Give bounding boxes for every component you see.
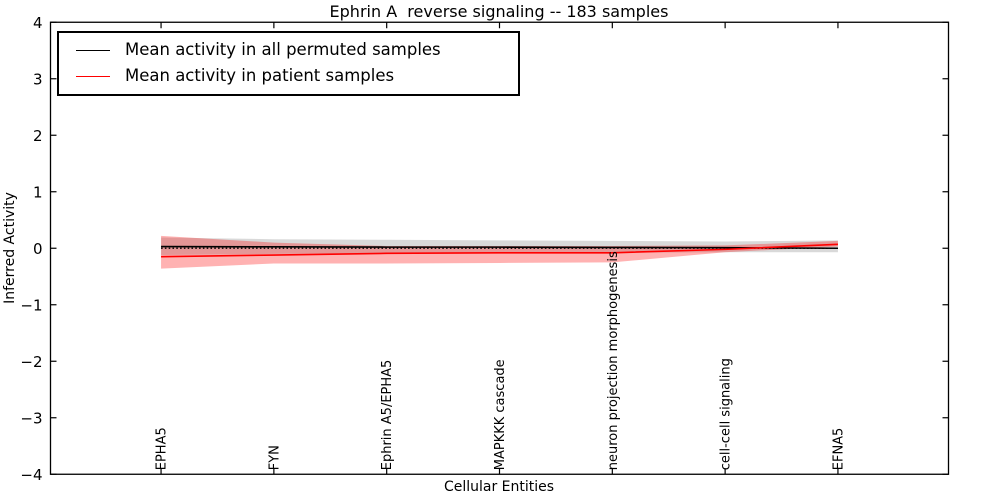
y-tick-label: 3 — [33, 70, 43, 88]
x-tick-label: Ephrin A5/EPHA5 — [380, 360, 395, 471]
y-tick-label: 1 — [33, 183, 43, 201]
x-tick-label: FYN — [267, 445, 282, 470]
y-tick-label: −1 — [20, 296, 42, 314]
y-tick-label: −3 — [20, 409, 42, 427]
permuted-mean-line — [161, 245, 838, 250]
y-tick-label: −4 — [20, 466, 42, 484]
y-tick-label: 2 — [33, 127, 43, 145]
y-tick-label: 0 — [33, 240, 43, 258]
legend: Mean activity in all permuted samples Me… — [57, 31, 520, 96]
y-tick-label: 4 — [33, 14, 43, 32]
patient-mean-line — [161, 243, 838, 258]
legend-label-patient: Mean activity in patient samples — [125, 66, 395, 86]
legend-line-sample-permuted — [76, 50, 110, 52]
legend-item-patient: Mean activity in patient samples — [76, 68, 518, 85]
y-tick-label: −2 — [20, 353, 42, 371]
x-tick-label: cell-cell signaling — [719, 358, 734, 470]
legend-line-sample-patient — [76, 75, 110, 77]
legend-item-permuted: Mean activity in all permuted samples — [76, 42, 518, 59]
x-axis-label: Cellular Entities — [443, 479, 555, 495]
chart-title: Ephrin A reverse signaling -- 183 sample… — [329, 2, 669, 21]
x-tick-label: EPHA5 — [155, 427, 170, 470]
x-tick-label: MAPKKK cascade — [493, 359, 508, 470]
legend-label-permuted: Mean activity in all permuted samples — [125, 40, 441, 60]
x-tick-label: neuron projection morphogenesis — [606, 251, 621, 470]
x-tick-label: EFNA5 — [831, 428, 846, 471]
